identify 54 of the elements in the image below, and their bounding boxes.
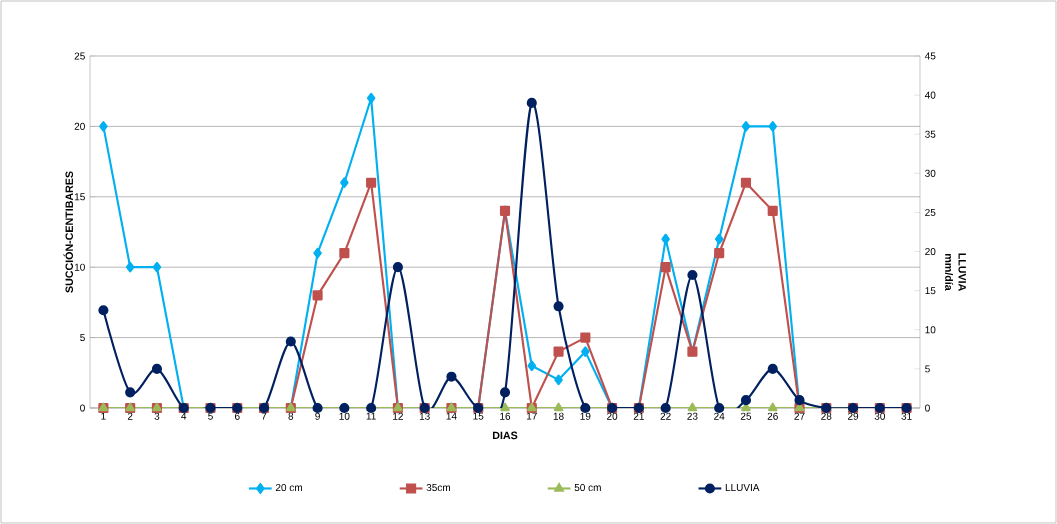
x-tick-label: 16	[500, 412, 511, 420]
x-tick-label: 29	[848, 412, 859, 420]
y-tick-label: 10	[74, 263, 85, 271]
x-axis-title: DIAS	[492, 431, 518, 440]
x-tick-label: 7	[261, 412, 267, 420]
y-tick-label: 0	[80, 404, 85, 412]
x-tick-label: 31	[901, 412, 912, 420]
legend-label: LLUVIA	[725, 484, 760, 492]
y2-tick-label: 10	[925, 326, 936, 334]
y2-tick-label: 30	[925, 169, 936, 177]
x-tick-label: 12	[393, 412, 403, 420]
x-tick-label: 20	[607, 412, 618, 420]
y2-tick-label: 45	[924, 52, 936, 60]
y-tick-label: 20	[74, 122, 85, 130]
x-tick-label: 13	[419, 412, 430, 420]
x-tick-label: 9	[315, 412, 320, 420]
y-tick-label: 5	[80, 334, 85, 342]
legend-label: 35cm	[426, 483, 451, 492]
x-tick-label: 28	[821, 412, 832, 420]
y-tick-label: 15	[74, 193, 85, 201]
x-tick-label: 22	[660, 412, 671, 420]
x-tick-label: 24	[714, 412, 725, 420]
y2-tick-label: 15	[925, 287, 936, 295]
y-tick-label: 25	[74, 52, 85, 60]
y2-tick-label: 20	[925, 248, 936, 256]
x-tick-label: 15	[473, 412, 484, 420]
x-tick-label: 23	[687, 412, 698, 420]
x-tick-label: 30	[874, 412, 885, 420]
x-tick-label: 18	[553, 412, 564, 420]
y2-tick-label: 25	[925, 208, 936, 216]
x-tick-label: 27	[794, 412, 805, 420]
legend-label: 20 cm	[275, 483, 302, 492]
y-axis-title: SUCCIÓN-CENTIBARES	[63, 171, 74, 293]
x-tick-label: 25	[740, 412, 752, 420]
x-tick-label: 26	[767, 412, 778, 420]
x-tick-label: 17	[526, 412, 537, 420]
x-tick-label: 5	[208, 412, 213, 420]
x-tick-label: 10	[339, 412, 350, 420]
legend-label: 50 cm	[574, 483, 601, 492]
x-tick-label: 1	[101, 412, 106, 420]
x-tick-label: 2	[127, 412, 133, 420]
x-tick-label: 3	[154, 412, 160, 420]
y2-tick-label: 40	[924, 91, 936, 99]
x-tick-label: 8	[288, 412, 294, 420]
x-tick-label: 11	[366, 412, 376, 420]
y2-tick-label: 0	[925, 404, 930, 412]
y2-tick-label: 35	[925, 130, 936, 138]
x-tick-label: 14	[446, 412, 457, 420]
x-tick-label: 4	[181, 412, 187, 420]
y2-axis-title: LLUVIA mm/día	[944, 253, 966, 291]
y2-tick-label: 5	[925, 365, 930, 373]
x-tick-label: 6	[234, 412, 240, 420]
x-tick-label: 21	[633, 412, 644, 420]
x-tick-label: 19	[580, 412, 591, 420]
